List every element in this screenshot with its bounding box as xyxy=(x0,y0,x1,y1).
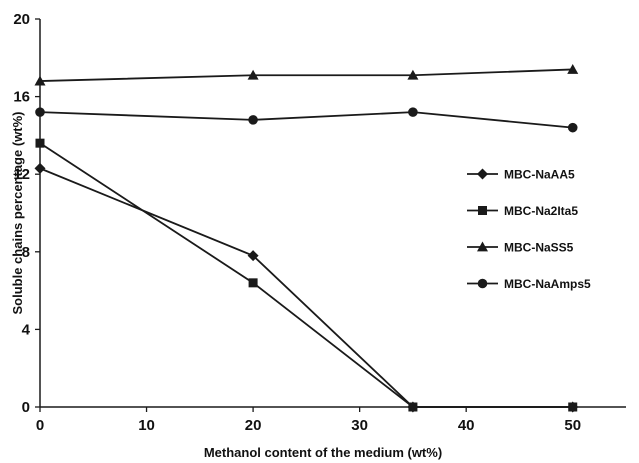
series-MBC-NaAmps5 xyxy=(35,107,578,133)
series-line xyxy=(39,111,573,129)
data-point xyxy=(407,69,419,80)
x-tick-label: 0 xyxy=(36,417,44,434)
legend-item: MBC-NaAmps5 xyxy=(467,277,591,291)
x-ticks: 0 10 20 30 40 50 xyxy=(36,407,581,434)
y-tick-label: 4 xyxy=(22,321,31,338)
x-tick-label: 30 xyxy=(351,417,368,434)
x-tick-label: 20 xyxy=(245,417,262,434)
series-MBC-NaSS5 xyxy=(34,63,579,86)
legend-marker xyxy=(477,241,488,252)
legend-marker xyxy=(477,278,488,289)
data-point xyxy=(34,75,46,86)
y-tick-label: 16 xyxy=(13,89,30,106)
y-axis-label: Soluble chains percentage (wt%) xyxy=(10,112,25,315)
legend-item: MBC-NaAA5 xyxy=(467,168,575,182)
x-tick-label: 40 xyxy=(458,417,475,434)
legend-label: MBC-NaAmps5 xyxy=(504,277,591,291)
legend-label: MBC-Na2Ita5 xyxy=(504,204,578,218)
data-point xyxy=(567,63,579,74)
x-tick-label: 50 xyxy=(564,417,581,434)
legend-label: MBC-NaSS5 xyxy=(504,241,574,255)
data-point xyxy=(35,138,45,148)
data-point xyxy=(248,278,258,288)
data-point xyxy=(408,107,418,117)
legend-marker xyxy=(477,168,488,180)
legend-label: MBC-NaAA5 xyxy=(504,168,575,182)
series-line xyxy=(39,68,573,82)
y-tick-label: 20 xyxy=(13,11,30,28)
legend-item: MBC-Na2Ita5 xyxy=(467,204,578,218)
data-point xyxy=(408,402,418,412)
y-tick-label: 8 xyxy=(22,244,30,261)
data-point xyxy=(248,115,258,125)
data-point xyxy=(35,107,45,117)
x-axis-label: Methanol content of the medium (wt%) xyxy=(204,445,442,460)
data-point xyxy=(567,122,578,133)
data-point xyxy=(247,250,259,262)
data-point xyxy=(568,402,578,412)
y-tick-label: 12 xyxy=(13,166,30,183)
data-point xyxy=(247,69,259,80)
legend-marker xyxy=(478,206,487,215)
legend-item: MBC-NaSS5 xyxy=(467,241,574,255)
data-point xyxy=(34,162,46,174)
series-MBC-NaAA5 xyxy=(34,162,579,413)
y-tick-label: 0 xyxy=(22,399,30,416)
legend: MBC-NaAA5 MBC-Na2Ita5 MBC-NaSS5 MBC-NaAmps5 xyxy=(467,168,591,291)
series-layer xyxy=(34,63,579,413)
series-MBC-Na2Ita5 xyxy=(35,138,578,412)
y-ticks: 0 4 8 12 16 20 xyxy=(13,11,40,416)
series-line xyxy=(39,167,573,408)
x-tick-label: 10 xyxy=(138,417,155,434)
series-line xyxy=(39,142,573,408)
